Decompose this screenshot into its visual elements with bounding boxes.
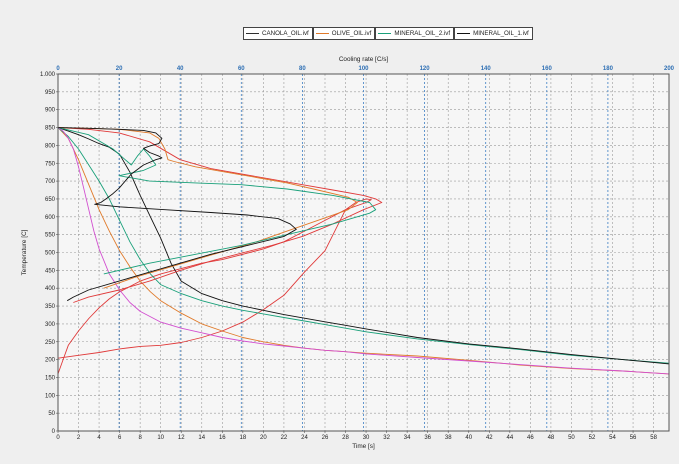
x-tick-label: 34 [404, 435, 411, 441]
series-line [57, 127, 297, 302]
x2-tick-label: 60 [238, 66, 245, 72]
x-tick-label: 8 [138, 435, 142, 441]
legend-label: MINERAL_OIL_2.ivf [394, 30, 451, 37]
legend-item: CANOLA_OIL.ivf [243, 27, 313, 40]
y-tick-label: 250 [45, 340, 56, 346]
legend-item: MINERAL_OIL_2.ivf [375, 27, 455, 40]
x-tick-label: 24 [301, 435, 308, 441]
legend-item: OLIVE_OIL.ivf [312, 27, 376, 40]
x-tick-label: 40 [465, 435, 472, 441]
x-tick-label: 10 [157, 435, 164, 441]
x-axis-title: Time [s] [352, 443, 375, 450]
x-tick-label: 2 [77, 435, 81, 441]
x-tick-label: 22 [281, 435, 288, 441]
x-tick-label: 6 [118, 435, 122, 441]
y-tick-label: 350 [45, 304, 56, 310]
legend-label: OLIVE_OIL.ivf [331, 30, 372, 37]
x2-tick-label: 100 [358, 66, 369, 72]
x-tick-label: 4 [97, 435, 101, 441]
y-axis-title: Temperature [C] [21, 229, 28, 275]
y-tick-label: 650 [45, 197, 56, 203]
x-tick-label: 18 [239, 435, 246, 441]
x-tick-label: 14 [198, 435, 205, 441]
x2-tick-label: 40 [177, 66, 184, 72]
x-tick-label: 32 [383, 435, 390, 441]
legend-item: MINERAL_OIL_1.ivf [454, 27, 533, 40]
x2-tick-label: 140 [481, 66, 492, 72]
y-tick-label: 500 [45, 251, 56, 257]
series-line [57, 198, 372, 375]
y-tick-label: 0 [52, 429, 56, 435]
x2-tick-label: 80 [299, 66, 306, 72]
series-line [57, 127, 670, 375]
x-tick-label: 50 [568, 435, 575, 441]
x-tick-label: 16 [219, 435, 226, 441]
legend-swatch [457, 33, 471, 34]
x2-tick-label: 180 [603, 66, 614, 72]
x-tick-label: 52 [589, 435, 596, 441]
x-tick-label: 42 [486, 435, 493, 441]
y-tick-label: 100 [45, 393, 56, 399]
x-tick-label: 44 [506, 435, 513, 441]
y-tick-label: 150 [45, 375, 56, 381]
y-tick-label: 50 [48, 411, 55, 417]
x-tick-label: 0 [56, 435, 60, 441]
x-tick-label: 12 [178, 435, 185, 441]
series-line [57, 127, 670, 365]
legend-swatch [378, 33, 392, 34]
y-tick-label: 450 [45, 268, 56, 274]
x-tick-label: 58 [650, 435, 657, 441]
x-tick-label: 36 [424, 435, 431, 441]
x-tick-label: 28 [342, 435, 349, 441]
series-line [57, 127, 670, 364]
y-tick-label: 300 [45, 322, 56, 328]
y-tick-label: 850 [45, 126, 56, 132]
y-tick-label: 1.000 [40, 72, 56, 78]
x-tick-label: 46 [527, 435, 534, 441]
series-line [57, 127, 383, 303]
y-tick-label: 400 [45, 286, 56, 292]
legend-label: CANOLA_OIL.ivf [262, 30, 309, 37]
y-tick-label: 800 [45, 143, 56, 149]
x-tick-label: 26 [322, 435, 329, 441]
legend-swatch [246, 33, 259, 34]
x2-tick-label: 200 [664, 66, 675, 72]
y-tick-label: 200 [45, 358, 56, 364]
legend-swatch [315, 33, 329, 34]
x-tick-label: 20 [260, 435, 267, 441]
x2-tick-label: 160 [542, 66, 553, 72]
y-tick-label: 950 [45, 90, 56, 96]
x-tick-label: 38 [445, 435, 452, 441]
x2-axis-title: Cooling rate [C/s] [339, 56, 389, 63]
x2-tick-label: 120 [420, 66, 431, 72]
y-tick-label: 600 [45, 215, 56, 221]
x2-tick-label: 0 [56, 66, 60, 72]
x-tick-label: 48 [548, 435, 555, 441]
series-line [57, 127, 670, 375]
y-tick-label: 900 [45, 108, 56, 114]
y-tick-label: 700 [45, 179, 56, 185]
x2-tick-label: 20 [116, 66, 123, 72]
x-tick-label: 54 [609, 435, 616, 441]
y-tick-label: 550 [45, 233, 56, 239]
x-tick-label: 56 [630, 435, 637, 441]
legend: CANOLA_OIL.ivf OLIVE_OIL.ivf MINERAL_OIL_2… [243, 27, 533, 40]
y-tick-label: 750 [45, 161, 56, 167]
x-tick-label: 30 [363, 435, 370, 441]
legend-label: MINERAL_OIL_1.ivf [473, 30, 529, 37]
